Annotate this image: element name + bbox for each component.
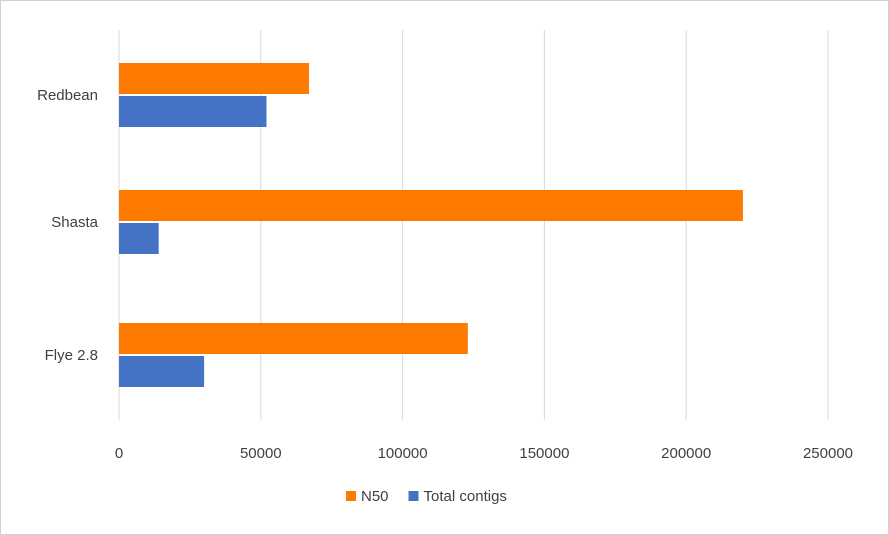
x-tick-label: 0: [115, 445, 123, 462]
x-tick-label: 50000: [240, 445, 282, 462]
bar-n50-shasta: [119, 190, 743, 221]
legend-label: N50: [361, 488, 389, 505]
legend-swatch: [408, 491, 419, 501]
legend-swatch: [346, 491, 356, 501]
bar-total-contigs-redbean: [119, 96, 267, 127]
x-tick-label: 200000: [661, 445, 711, 462]
category-labels: Redbean Shasta Flye 2.8: [37, 87, 99, 364]
legend: N50 Total contigs: [346, 488, 507, 505]
x-tick-label: 100000: [378, 445, 428, 462]
bar-n50-flye-2-8: [119, 323, 468, 354]
category-label: Flye 2.8: [45, 347, 98, 364]
bar-total-contigs-shasta: [119, 223, 159, 254]
x-tick-label: 250000: [803, 445, 853, 462]
x-tick-label: 150000: [519, 445, 569, 462]
gridlines: [118, 30, 829, 420]
legend-label: Total contigs: [424, 488, 507, 505]
category-label: Redbean: [37, 87, 98, 104]
bars: [119, 63, 743, 387]
category-label: Shasta: [51, 214, 98, 231]
x-axis-ticks: 0 50000 100000 150000 200000 250000: [115, 445, 853, 462]
bar-n50-redbean: [119, 63, 310, 94]
bar-total-contigs-flye-2-8: [119, 356, 205, 387]
